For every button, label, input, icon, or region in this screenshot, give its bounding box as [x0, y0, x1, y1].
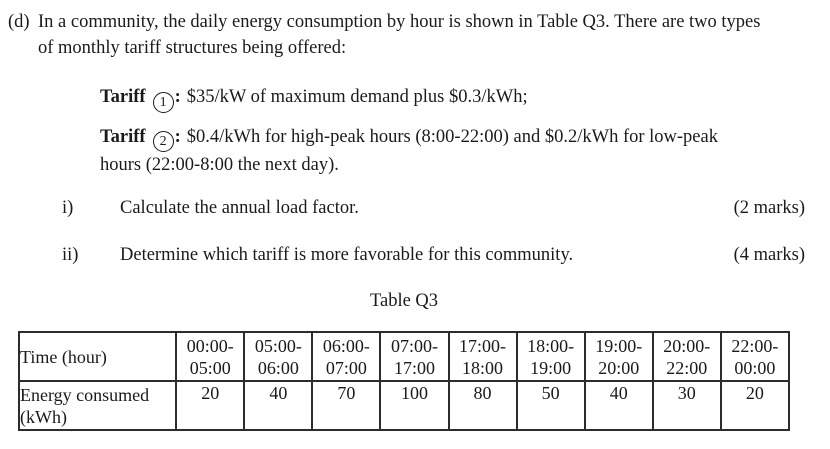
intro-line-1: In a community, the daily energy consump…	[38, 12, 761, 32]
question-part-label: (d)	[8, 12, 30, 32]
tariff-2-paragraph: Tariff 2: $0.4/kWh for high-peak hours (8:…	[100, 124, 790, 180]
slot-from: 22:00-	[731, 335, 779, 356]
time-slot-cell: 07:00- 17:00	[379, 331, 450, 382]
slot-from: 19:00-	[595, 335, 643, 356]
tariff-2-name: Tariff	[100, 126, 146, 147]
subquestion-ii-marks: (4 marks)	[733, 245, 805, 265]
question-intro-text: In a community, the daily energy consump…	[38, 9, 805, 61]
circled-number-1: 1	[152, 91, 174, 113]
slot-from: 17:00-	[459, 335, 507, 356]
tariff-2-colon: :	[174, 126, 181, 147]
energy-value-cell: 30	[651, 380, 722, 431]
slot-to: 20:00	[598, 357, 640, 378]
subquestion-ii-text: Determine which tariff is more favorable…	[120, 245, 574, 265]
time-slot-cell: 05:00- 06:00	[243, 331, 314, 382]
subquestion-i-marks: (2 marks)	[733, 198, 805, 218]
subquestion-ii-numeral: ii)	[62, 245, 79, 265]
slot-to: 05:00	[189, 357, 231, 378]
subquestion-i-row: i) Calculate the annual load factor. (2 …	[62, 195, 805, 221]
time-row-label-cell: Time (hour)	[17, 331, 178, 382]
time-slot-cell: 18:00- 19:00	[515, 331, 586, 382]
subquestion-i-text: Calculate the annual load factor.	[120, 198, 359, 218]
subquestion-i-numeral: i)	[62, 198, 74, 218]
energy-value-cell: 40	[583, 380, 654, 431]
energy-value-cell: 80	[447, 380, 518, 431]
slot-to: 19:00	[530, 357, 572, 378]
slot-from: 20:00-	[663, 335, 711, 356]
tariff-2-text-line-1: $0.4/kWh for high-peak hours (8:00-22:00…	[186, 126, 718, 147]
slot-to: 07:00	[325, 357, 367, 378]
energy-value-cell: 20	[175, 380, 246, 431]
slot-to: 18:00	[462, 357, 504, 378]
circled-number-2: 2	[152, 131, 174, 152]
tariff-1-colon: :	[174, 87, 181, 107]
exam-question-document: (d) In a community, the daily energy con…	[0, 9, 830, 449]
slot-to: 17:00	[393, 357, 435, 378]
energy-value-cell: 100	[379, 380, 450, 431]
energy-value-cell: 20	[719, 380, 791, 431]
energy-label-line-1: Energy consumed	[20, 384, 150, 405]
energy-value-cell: 40	[243, 380, 314, 431]
table-q3: Time (hour) 00:00- 05:00 05:00- 06:00 06:0…	[17, 331, 791, 431]
time-slot-cell: 19:00- 20:00	[583, 331, 654, 382]
slot-to: 06:00	[257, 357, 299, 378]
slot-from: 05:00-	[254, 335, 302, 356]
tariff-1-paragraph: Tariff 1: $35/kW of maximum demand plus $0…	[100, 84, 790, 113]
table-caption: Table Q3	[369, 291, 439, 311]
time-slot-cell: 00:00- 05:00	[175, 331, 246, 382]
tariff-2-text-line-2: hours (22:00-8:00 the next day).	[100, 155, 339, 175]
energy-label-line-2: (kWh)	[20, 406, 67, 427]
table-q3-energy-row: Energy consumed (kWh) 20 40 70 100 80 50 …	[17, 380, 791, 431]
energy-value-cell: 50	[515, 380, 586, 431]
time-slot-cell: 20:00- 22:00	[651, 331, 722, 382]
intro-line-2: of monthly tariff structures being offer…	[38, 38, 347, 58]
slot-from: 18:00-	[527, 335, 575, 356]
table-q3-time-row: Time (hour) 00:00- 05:00 05:00- 06:00 06:0…	[17, 331, 791, 382]
slot-from: 00:00-	[186, 335, 234, 356]
tariff-1-name: Tariff	[100, 87, 146, 107]
slot-from: 07:00-	[390, 335, 438, 356]
energy-row-label-cell: Energy consumed (kWh)	[17, 380, 178, 431]
question-intro-paragraph: (d) In a community, the daily energy con…	[8, 9, 805, 61]
slot-from: 06:00-	[322, 335, 370, 356]
time-slot-cell: 06:00- 07:00	[311, 331, 382, 382]
tariff-1-text: $35/kW of maximum demand plus $0.3/kWh;	[186, 87, 528, 107]
energy-value-cell: 70	[311, 380, 382, 431]
slot-to: 22:00	[666, 357, 708, 378]
tariff-2-line-1: Tariff 2: $0.4/kWh for high-peak hours (8:…	[100, 126, 718, 152]
slot-to: 00:00	[734, 357, 776, 378]
subquestion-ii-row: ii) Determine which tariff is more favor…	[62, 242, 805, 268]
time-slot-cell: 22:00- 00:00	[719, 331, 791, 382]
time-slot-cell: 17:00- 18:00	[447, 331, 518, 382]
